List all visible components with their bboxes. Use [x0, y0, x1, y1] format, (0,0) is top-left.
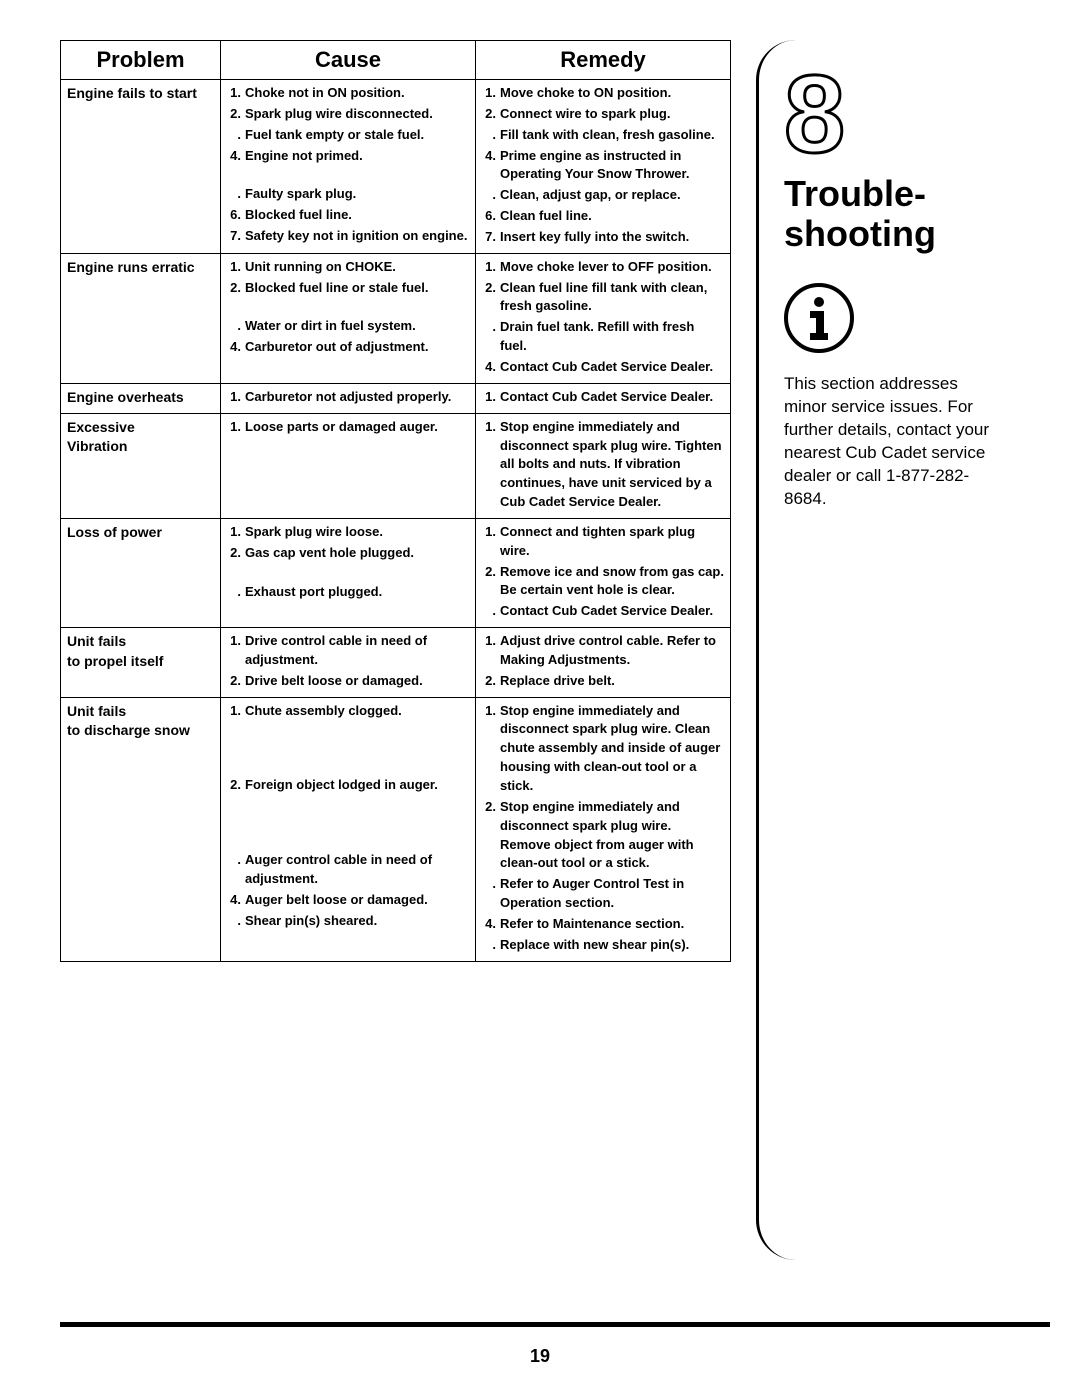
table-row: Engine runs erratic1.Unit running on CHO… — [61, 253, 731, 383]
problem-cell: Engine fails to start — [61, 80, 221, 254]
chapter-number: 8 — [784, 65, 996, 164]
cause-cell: 1.Unit running on CHOKE.2.Blocked fuel l… — [221, 253, 476, 383]
sidebar-text: This section addresses minor service iss… — [784, 373, 996, 511]
remedy-cell: 1.Connect and tighten spark plug wire.2.… — [476, 518, 731, 627]
cause-cell: 1.Carburetor not adjusted properly. — [221, 383, 476, 413]
remedy-cell: 1.Stop engine immediately and disconnect… — [476, 413, 731, 518]
info-icon — [784, 283, 854, 353]
problem-cell: Loss of power — [61, 518, 221, 627]
cause-cell: 1.Spark plug wire loose.2.Gas cap vent h… — [221, 518, 476, 627]
table-row: Unit failsto discharge snow1.Chute assem… — [61, 697, 731, 961]
header-cause: Cause — [221, 41, 476, 80]
cause-cell: 1.Choke not in ON position.2.Spark plug … — [221, 80, 476, 254]
table-row: Unit failsto propel itself1.Drive contro… — [61, 628, 731, 698]
remedy-cell: 1.Move choke lever to OFF position.2.Cle… — [476, 253, 731, 383]
cause-cell: 1.Chute assembly clogged.2.Foreign objec… — [221, 697, 476, 961]
problem-cell: ExcessiveVibration — [61, 413, 221, 518]
table-row: Engine overheats1.Carburetor not adjuste… — [61, 383, 731, 413]
chapter-title: Trouble-shooting — [784, 174, 996, 253]
footer-rule — [60, 1322, 1050, 1327]
page-number: 19 — [0, 1346, 1080, 1367]
table-row: ExcessiveVibration1.Loose parts or damag… — [61, 413, 731, 518]
cause-cell: 1.Drive control cable in need of adjustm… — [221, 628, 476, 698]
problem-cell: Unit failsto propel itself — [61, 628, 221, 698]
cause-cell: 1.Loose parts or damaged auger. — [221, 413, 476, 518]
remedy-cell: 1.Move choke to ON position.2.Connect wi… — [476, 80, 731, 254]
table-row: Loss of power1.Spark plug wire loose.2.G… — [61, 518, 731, 627]
remedy-cell: 1.Contact Cub Cadet Service Dealer. — [476, 383, 731, 413]
sidebar-panel: 8 Trouble-shooting This section addresse… — [756, 40, 1006, 1260]
remedy-cell: 1.Adjust drive control cable. Refer to M… — [476, 628, 731, 698]
remedy-cell: 1.Stop engine immediately and disconnect… — [476, 697, 731, 961]
table-row: Engine fails to start1.Choke not in ON p… — [61, 80, 731, 254]
troubleshooting-table: Problem Cause Remedy Engine fails to sta… — [60, 40, 731, 1260]
problem-cell: Unit failsto discharge snow — [61, 697, 221, 961]
problem-cell: Engine runs erratic — [61, 253, 221, 383]
header-problem: Problem — [61, 41, 221, 80]
problem-cell: Engine overheats — [61, 383, 221, 413]
header-remedy: Remedy — [476, 41, 731, 80]
